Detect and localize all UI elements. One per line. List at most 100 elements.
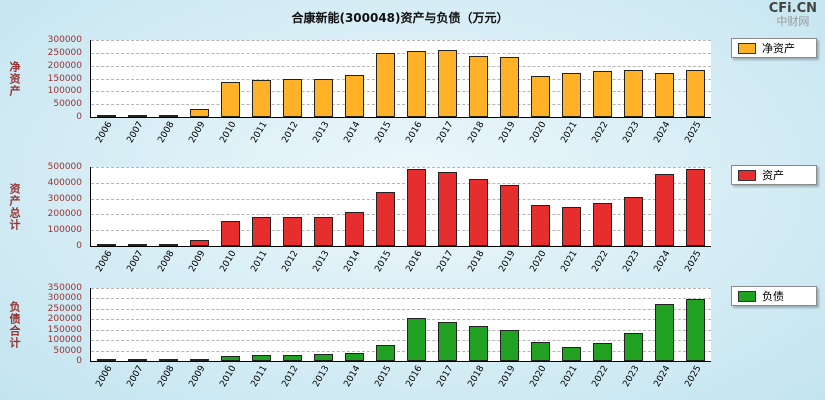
legend-total-assets: 资产 (731, 165, 817, 185)
x-tick-label: 2022 (590, 364, 611, 389)
x-tick-label: 2010 (218, 120, 239, 145)
y-tick-label: 150000 (47, 73, 82, 84)
net-assets-bar-2024 (654, 72, 675, 117)
x-tick-label: 2013 (311, 120, 332, 145)
legend-label-net-assets: 净资产 (762, 42, 795, 55)
y-tick-label: 0 (76, 356, 82, 366)
plot-area-total-liabilities (90, 288, 711, 362)
net-assets-bar-2006 (96, 115, 117, 117)
plot-area-net-assets (90, 40, 711, 118)
x-tick-label: 2011 (249, 364, 270, 389)
gridline (91, 65, 711, 67)
y-axis-title-total-assets: 资产总计 (8, 182, 21, 231)
y-tick-label: 0 (76, 112, 82, 122)
total-assets-bar-2009 (189, 239, 210, 246)
x-tick-label: 2006 (94, 364, 115, 389)
net-assets-bar-2010 (220, 82, 241, 117)
y-tick-label: 250000 (47, 47, 82, 58)
net-assets-bar-2013 (313, 78, 334, 117)
chart-panel-net-assets: 净资产 300000 250000 200000 150000 100000 50000 0… (0, 35, 825, 145)
gridline (91, 40, 711, 41)
total-liabilities-bar-2017 (437, 322, 458, 361)
x-axis-labels: 2006 2007 2008 2009 2010 2011 2012 2013 2014 2015… (90, 246, 710, 276)
legend-label-total-assets: 资产 (762, 169, 784, 182)
total-assets-bar-2006 (96, 244, 117, 246)
y-axis-ticks: 350000 300000 250000 200000 150000 100000 5000… (26, 283, 86, 366)
total-liabilities-bar-2022 (592, 342, 613, 361)
total-liabilities-bar-2009 (189, 358, 210, 361)
x-tick-label: 2008 (156, 120, 177, 145)
y-tick-label: 0 (76, 241, 82, 251)
y-tick-label: 150000 (47, 324, 82, 335)
total-liabilities-bar-2010 (220, 356, 241, 361)
y-axis-title-total-liabilities: 负债合计 (8, 300, 21, 349)
y-tick-label: 300000 (47, 35, 82, 45)
total-assets-bar-2023 (623, 197, 644, 246)
y-axis-ticks: 300000 250000 200000 150000 100000 50000 0 (26, 35, 86, 122)
chart-panel-total-liabilities: 负债合计 350000 300000 250000 200000 150000 10000… (0, 283, 825, 389)
gridline (91, 104, 711, 106)
x-tick-label: 2010 (218, 249, 239, 274)
y-tick-label: 50000 (53, 345, 82, 356)
x-tick-label: 2015 (373, 120, 394, 145)
x-tick-label: 2006 (94, 249, 115, 274)
x-tick-label: 2013 (311, 364, 332, 389)
x-tick-label: 2012 (280, 249, 301, 274)
total-liabilities-bar-2018 (468, 325, 489, 361)
page-title: 合康新能(300048)资产与负债（万元） (291, 11, 509, 25)
x-tick-label: 2018 (466, 249, 487, 274)
y-tick-label: 200000 (47, 60, 82, 71)
total-assets-bar-2020 (530, 204, 551, 246)
total-liabilities-bar-2013 (313, 354, 334, 361)
x-tick-label: 2014 (342, 364, 363, 389)
x-tick-label: 2015 (373, 249, 394, 274)
x-tick-label: 2015 (373, 364, 394, 389)
total-assets-bar-2012 (282, 216, 303, 246)
y-tick-label: 300000 (47, 193, 82, 204)
total-assets-bar-2008 (158, 243, 179, 246)
total-liabilities-bar-2023 (623, 332, 644, 361)
x-tick-label: 2023 (621, 364, 642, 389)
x-tick-label: 2011 (249, 120, 270, 145)
net-assets-bar-2017 (437, 49, 458, 117)
x-tick-label: 2009 (187, 364, 208, 389)
x-tick-label: 2025 (683, 249, 704, 274)
x-tick-label: 2025 (683, 364, 704, 389)
net-assets-bar-2007 (127, 115, 148, 117)
x-tick-label: 2020 (528, 120, 549, 145)
total-liabilities-bar-2012 (282, 354, 303, 361)
x-tick-label: 2019 (497, 120, 518, 145)
gridline (91, 214, 711, 216)
x-axis-labels: 2006 2007 2008 2009 2010 2011 2012 2013 2014 2015… (90, 117, 710, 147)
x-tick-label: 2024 (652, 120, 673, 145)
x-tick-label: 2007 (125, 364, 146, 389)
y-tick-label: 100000 (47, 225, 82, 236)
total-assets-bar-2018 (468, 178, 489, 246)
x-tick-label: 2024 (652, 249, 673, 274)
y-tick-label: 100000 (47, 86, 82, 97)
watermark: CFi.CN 中财网 (769, 1, 817, 28)
x-tick-label: 2006 (94, 120, 115, 145)
y-tick-label: 350000 (47, 283, 82, 293)
total-assets-bar-2025 (685, 168, 706, 246)
total-liabilities-bar-2020 (530, 341, 551, 361)
y-tick-label: 100000 (47, 335, 82, 346)
gridline (91, 329, 711, 331)
x-tick-label: 2009 (187, 249, 208, 274)
total-assets-bar-2024 (654, 173, 675, 246)
total-assets-bar-2007 (127, 244, 148, 246)
x-tick-label: 2010 (218, 364, 239, 389)
total-assets-bar-2016 (406, 168, 427, 246)
total-assets-bar-2021 (561, 206, 582, 246)
x-tick-label: 2011 (249, 249, 270, 274)
x-tick-label: 2007 (125, 120, 146, 145)
legend-swatch-total-liabilities (738, 290, 756, 302)
gridline (91, 298, 711, 300)
total-assets-bar-2010 (220, 220, 241, 246)
legend-total-liabilities: 负债 (731, 286, 817, 306)
x-tick-label: 2023 (621, 249, 642, 274)
x-tick-label: 2008 (156, 249, 177, 274)
gridline (91, 78, 711, 80)
total-assets-bar-2017 (437, 171, 458, 246)
